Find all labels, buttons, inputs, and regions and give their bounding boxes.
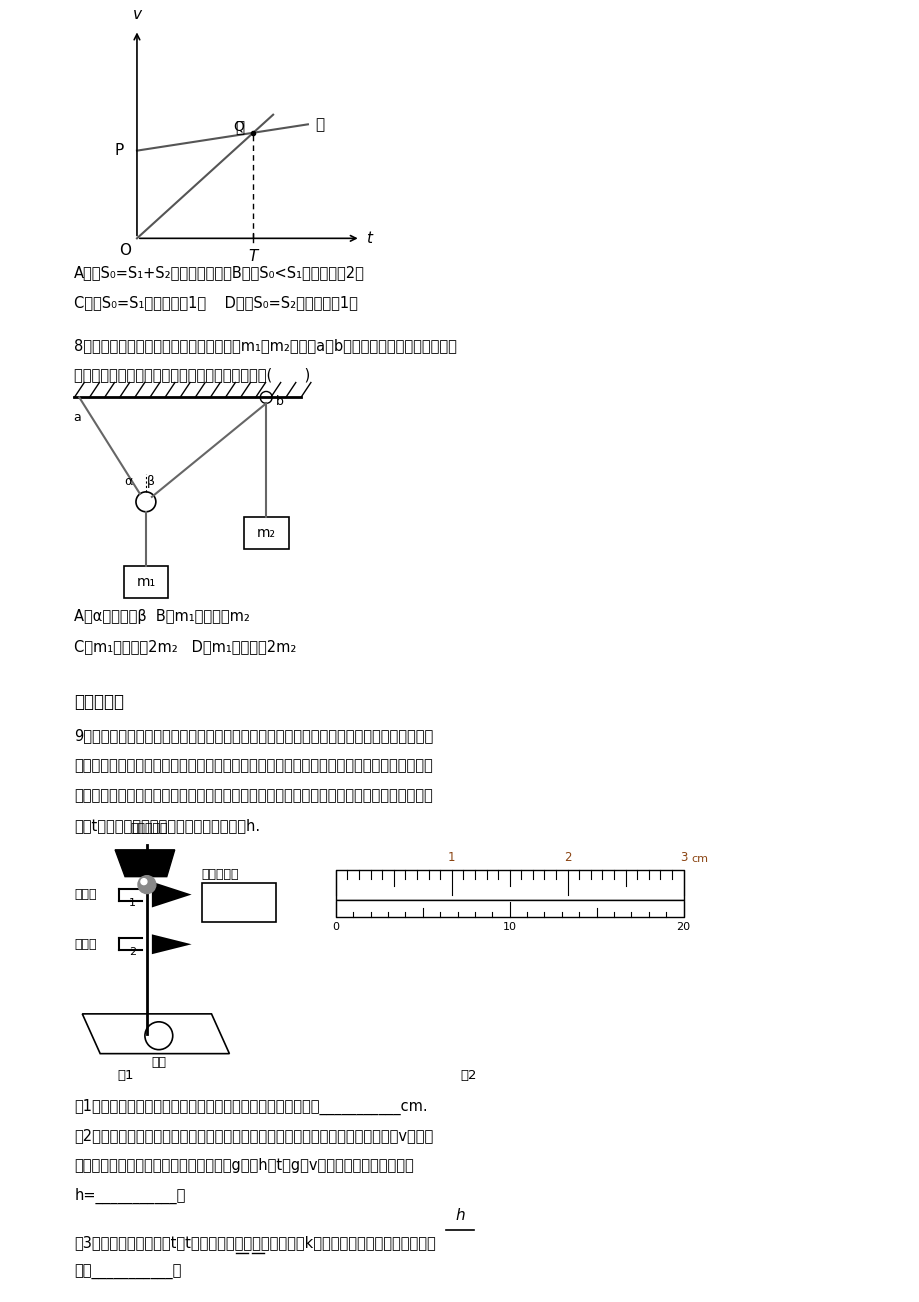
Text: α: α xyxy=(124,475,132,488)
Text: t: t xyxy=(365,230,371,246)
Text: 乙: 乙 xyxy=(315,117,324,132)
Text: 2: 2 xyxy=(563,850,571,863)
Text: 小为___________．: 小为___________． xyxy=(74,1266,182,1280)
Text: m₂: m₂ xyxy=(256,526,276,539)
Text: 光电门: 光电门 xyxy=(74,937,96,950)
Bar xyxy=(335,900,683,918)
Text: 三、实验题: 三、实验题 xyxy=(74,693,124,711)
Text: 20: 20 xyxy=(675,922,690,932)
Text: （1）使用游标卡尺测量小球的直径如图２所示，则小球直径为___________cm.: （1）使用游标卡尺测量小球的直径如图２所示，则小球直径为___________c… xyxy=(74,1099,427,1115)
Text: 3: 3 xyxy=(679,850,686,863)
Polygon shape xyxy=(82,1014,229,1053)
Text: cm: cm xyxy=(691,854,708,863)
Text: A．若S₀=S₁+S₂，两车不会相遇B．若S₀<S₁，两车相遇2次: A．若S₀=S₁+S₂，两车不会相遇B．若S₀<S₁，两车相遇2次 xyxy=(74,266,365,280)
Bar xyxy=(123,566,168,598)
Text: 甲: 甲 xyxy=(235,120,244,135)
Text: C．m₁一定小于2m₂   D．m₁可能大于2m₂: C．m₁一定小于2m₂ D．m₁可能大于2m₂ xyxy=(74,639,297,654)
Text: 光电门: 光电门 xyxy=(74,888,96,901)
Text: h: h xyxy=(455,1208,464,1223)
Circle shape xyxy=(138,876,155,893)
Text: 时间t，并从竖直杆上读出两光电门间的距离h.: 时间t，并从竖直杆上读出两光电门间的距离h. xyxy=(74,818,260,833)
Text: Q: Q xyxy=(233,120,244,134)
Text: a: a xyxy=(74,411,81,424)
Text: 图2: 图2 xyxy=(460,1069,476,1082)
Text: 8．在如图所示装置中，两物体质量分别为m₁、m₂，悬点a、b间的距离远大于滑轮的直径，: 8．在如图所示装置中，两物体质量分别为m₁、m₂，悬点a、b间的距离远大于滑轮的… xyxy=(74,337,457,353)
Text: P: P xyxy=(114,143,123,158)
Text: （3）根据实验数据作出t－t图线，若图线斜率的绝对值为k，根据图线可求出重力加速度大: （3）根据实验数据作出t－t图线，若图线斜率的绝对值为k，根据图线可求出重力加速… xyxy=(74,1236,436,1251)
Text: 网兜: 网兜 xyxy=(151,1056,166,1069)
Polygon shape xyxy=(115,850,175,876)
Text: 虑空气阻力，小球的加速度为重力加速度g，则h、t、g、v四个物理量之间的关系为: 虑空气阻力，小球的加速度为重力加速度g，则h、t、g、v四个物理量之间的关系为 xyxy=(74,1157,414,1173)
Text: 1: 1 xyxy=(448,850,455,863)
Polygon shape xyxy=(152,881,191,907)
Bar xyxy=(244,517,289,548)
Text: m₁: m₁ xyxy=(136,575,155,590)
Text: T: T xyxy=(248,249,257,264)
Text: 2: 2 xyxy=(129,948,136,957)
Bar xyxy=(201,883,276,922)
Text: 光电计时器: 光电计时器 xyxy=(201,868,239,881)
Text: 10: 10 xyxy=(502,922,516,932)
Text: （可使小球无初速释放）、网兜．实验时可用两光电门测量小球从光电门１运动至光电门２的: （可使小球无初速释放）、网兜．实验时可用两光电门测量小球从光电门１运动至光电门２… xyxy=(74,788,433,803)
Text: 1: 1 xyxy=(129,897,136,907)
Text: 的竖直杆、光电门１和２组成的光电计时器（其中光电门１更靠近小球释放点），小球释放器: 的竖直杆、光电门１和２组成的光电计时器（其中光电门１更靠近小球释放点），小球释放… xyxy=(74,758,433,773)
Text: 图1: 图1 xyxy=(117,1069,133,1082)
Circle shape xyxy=(141,879,147,884)
Text: O: O xyxy=(119,242,130,258)
Bar xyxy=(335,870,683,900)
Text: 9．物理小组的同学用如图１所示的实验器材测定重力加速度，实验器材有：底座、带有标尺: 9．物理小组的同学用如图１所示的实验器材测定重力加速度，实验器材有：底座、带有标… xyxy=(74,729,433,743)
Text: 小球释放器: 小球释放器 xyxy=(130,822,167,835)
Text: （2）改变光电门１的位置，保持光电门２的位置不变，小球经过光电门２的速度为v，不考: （2）改变光电门１的位置，保持光电门２的位置不变，小球经过光电门２的速度为v，不… xyxy=(74,1129,433,1143)
Text: v: v xyxy=(132,7,142,22)
Polygon shape xyxy=(152,935,191,954)
Text: β: β xyxy=(147,475,154,488)
Text: b: b xyxy=(276,395,284,408)
Text: C．若S₀=S₁，两车相遇1次    D．若S₀=S₂，两车相遇1次: C．若S₀=S₁，两车相遇1次 D．若S₀=S₂，两车相遇1次 xyxy=(74,296,357,310)
Text: A．α一定等于β  B．m₁一定大于m₂: A．α一定等于β B．m₁一定大于m₂ xyxy=(74,609,250,624)
Text: 0: 0 xyxy=(332,922,339,932)
Text: 不计一切摩擦，整个装置处于静止状态．由图可知(       ): 不计一切摩擦，整个装置处于静止状态．由图可知( ) xyxy=(74,367,311,383)
Text: h=___________．: h=___________． xyxy=(74,1187,186,1204)
